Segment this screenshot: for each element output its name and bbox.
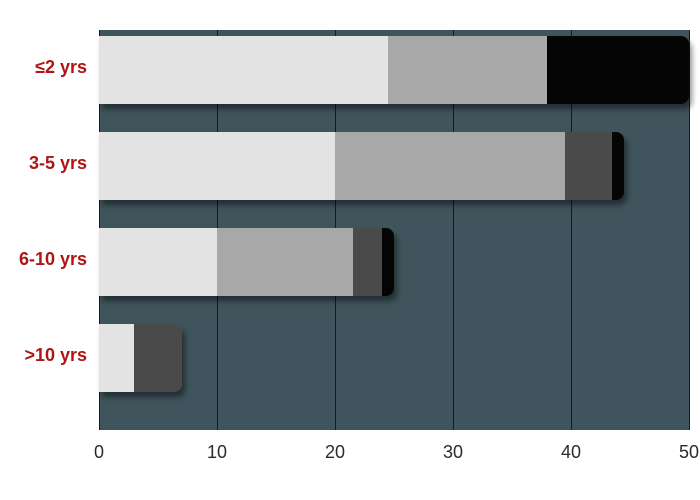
x-gridline (689, 30, 690, 430)
x-tick-label: 40 (561, 442, 581, 463)
bar-segment (99, 324, 134, 392)
x-tick-label: 30 (443, 442, 463, 463)
category-label: 3-5 yrs (0, 153, 87, 174)
x-tick-label: 50 (679, 442, 699, 463)
bar-segment (217, 228, 353, 296)
x-tick-label: 20 (325, 442, 345, 463)
bar-segment (547, 36, 689, 104)
bar-segment (134, 324, 181, 392)
bar-segment (612, 132, 624, 200)
bar-segment (353, 228, 383, 296)
category-label: ≤2 yrs (0, 57, 87, 78)
bar-segment (335, 132, 565, 200)
category-label: >10 yrs (0, 345, 87, 366)
bar-segment (382, 228, 394, 296)
bar-segment (99, 36, 388, 104)
plot-area (99, 30, 689, 430)
bar-segment (99, 132, 335, 200)
bar-segment (388, 36, 547, 104)
bar-segment (565, 132, 612, 200)
x-tick-label: 10 (207, 442, 227, 463)
bar-segment (99, 228, 217, 296)
chart-container: ≤2 yrs 3-5 yrs 6-10 yrs >10 yrs 0 10 20 30 40 50 (0, 0, 700, 500)
x-tick-label: 0 (94, 442, 104, 463)
category-label: 6-10 yrs (0, 249, 87, 270)
